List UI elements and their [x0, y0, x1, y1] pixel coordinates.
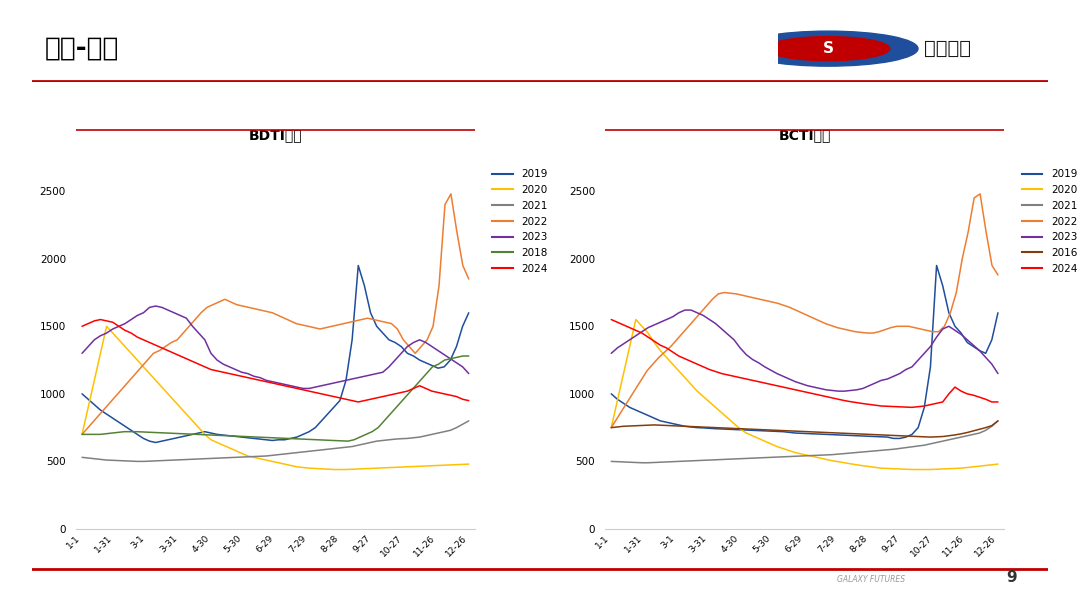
Text: 银河期货: 银河期货	[923, 39, 971, 58]
Legend: 2019, 2020, 2021, 2022, 2023, 2018, 2024: 2019, 2020, 2021, 2022, 2023, 2018, 2024	[492, 170, 548, 274]
Circle shape	[767, 36, 890, 61]
Title: BCTI指数: BCTI指数	[779, 128, 831, 142]
Text: 运价-油轮: 运价-油轮	[44, 35, 119, 61]
Text: GALAXY FUTURES: GALAXY FUTURES	[837, 575, 905, 584]
Circle shape	[739, 31, 918, 66]
Legend: 2019, 2020, 2021, 2022, 2023, 2016, 2024: 2019, 2020, 2021, 2022, 2023, 2016, 2024	[1022, 170, 1077, 274]
Title: BDTI指数: BDTI指数	[248, 128, 302, 142]
Text: 9: 9	[1007, 570, 1017, 585]
Text: S: S	[823, 41, 834, 56]
